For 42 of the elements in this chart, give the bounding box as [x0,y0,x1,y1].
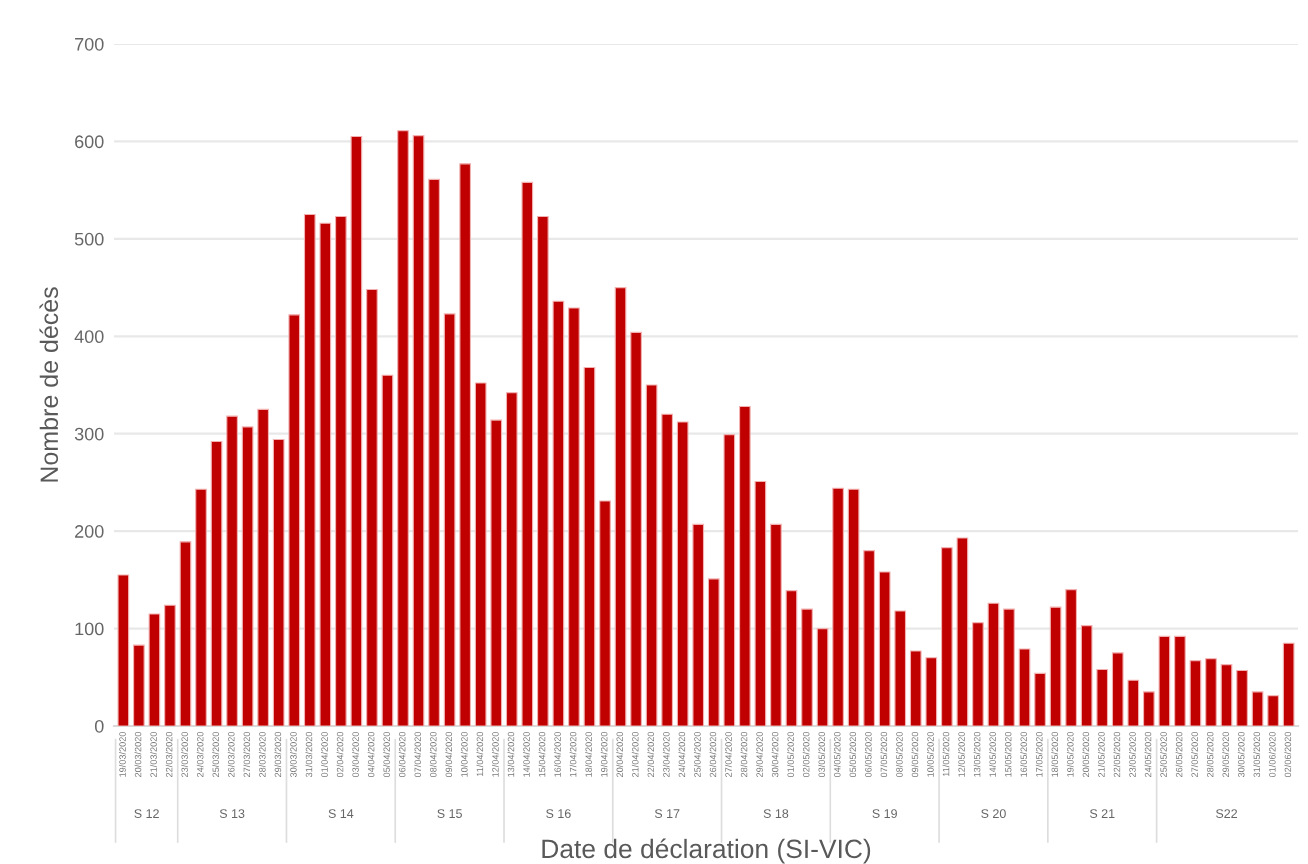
bar [1189,660,1202,726]
bar [1220,664,1233,726]
bar [195,488,207,726]
x-axis-title: Date de déclaration (SI-VIC) [542,838,871,864]
bar [164,604,176,726]
bar [1003,608,1015,726]
bar [1282,642,1295,726]
bar [987,602,1000,726]
bar [785,590,798,726]
bar [770,523,782,726]
bar [412,135,425,726]
bar [381,374,394,726]
y-tick-label: 400 [74,330,104,344]
y-tick-label: 200 [75,525,104,538]
bar [428,178,440,726]
bar [832,487,844,726]
bar [1034,672,1046,726]
bar [1236,669,1248,726]
bar [366,288,378,726]
bar [1018,648,1031,726]
bar [226,415,238,726]
bar [972,622,984,726]
bar [397,130,409,726]
bar [179,541,192,726]
bar [599,500,611,726]
y-tick-label: 500 [74,232,104,246]
y-tick-label: 700 [75,37,104,51]
bar [210,440,223,726]
bar [117,574,130,726]
bar [614,287,627,726]
y-tick-label: 300 [74,427,104,441]
y-tick-label: 0 [94,719,104,733]
y-tick-label: 100 [75,622,104,636]
bar [1205,658,1217,726]
bar [801,608,813,726]
y-axis-title: Nombre de décès [39,287,59,482]
bar [630,331,642,726]
y-tick-label: 600 [75,135,104,149]
bar [568,307,580,726]
bar [816,628,829,726]
bar [1174,635,1186,726]
bar [583,366,596,726]
